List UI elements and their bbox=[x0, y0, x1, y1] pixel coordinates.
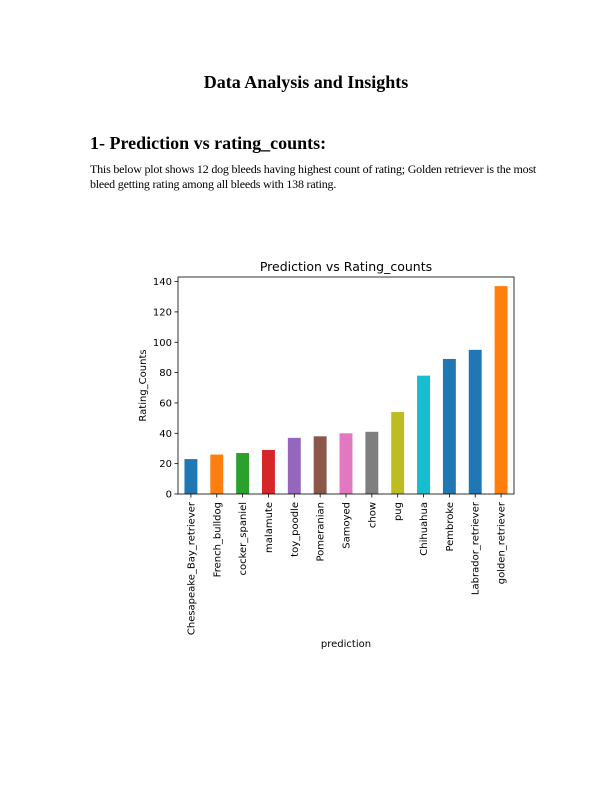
y-tick-label: 120 bbox=[153, 307, 172, 318]
x-tick-label: malamute bbox=[264, 502, 275, 553]
bar-samoyed bbox=[339, 433, 353, 494]
bar-pug bbox=[391, 412, 405, 494]
y-tick-label: 100 bbox=[153, 338, 172, 349]
bar-cocker-spaniel bbox=[236, 453, 250, 494]
bar-malamute bbox=[262, 449, 275, 494]
bar-toy-poodle bbox=[287, 437, 301, 494]
x-tick-label: toy_poodle bbox=[290, 502, 301, 557]
document-title: Data Analysis and Insights bbox=[203, 72, 409, 92]
x-tick-label: Labrador_retriever bbox=[471, 501, 482, 595]
x-tick-label: Pembroke bbox=[445, 502, 456, 552]
y-tick-label: 80 bbox=[159, 368, 172, 379]
y-tick-label: 20 bbox=[159, 459, 172, 470]
bar-chesapeake-bay-retriever bbox=[184, 459, 198, 494]
y-tick-label: 60 bbox=[159, 398, 172, 409]
x-tick-label: Chesapeake_Bay_retriever bbox=[186, 501, 197, 635]
bar-labrador-retriever bbox=[468, 349, 482, 494]
bars-layer bbox=[184, 286, 508, 494]
x-tick-label: French_bulldog bbox=[212, 502, 223, 577]
y-tick-label: 140 bbox=[153, 277, 172, 288]
x-tick-label: cocker_spaniel bbox=[238, 502, 249, 576]
x-tick-label: Samoyed bbox=[342, 502, 353, 549]
chart-title: Prediction vs Rating_counts bbox=[260, 259, 432, 274]
bar-chow bbox=[365, 431, 379, 494]
bar-pembroke bbox=[442, 358, 456, 494]
body-paragraph: This below plot shows 12 dog bleeds havi… bbox=[90, 162, 537, 191]
y-tick-label: 40 bbox=[159, 429, 172, 440]
bar-pomeranian bbox=[313, 436, 327, 494]
x-tick-label: Chihuahua bbox=[419, 502, 430, 556]
bar-chihuahua bbox=[417, 375, 430, 494]
bar-french-bulldog bbox=[210, 454, 224, 494]
x-tick-label: chow bbox=[367, 502, 378, 528]
bar-golden-retriever bbox=[494, 286, 508, 494]
x-tick-label: Pomeranian bbox=[316, 502, 327, 562]
plot-frame bbox=[177, 276, 515, 495]
y-axis: 0 20 40 60 80 100 120 140 bbox=[153, 277, 178, 501]
x-axis-label: prediction bbox=[321, 639, 371, 650]
x-tick-label: golden_retriever bbox=[497, 501, 508, 584]
x-tick-label: pug bbox=[393, 502, 404, 521]
y-axis-label: Rating_Counts bbox=[138, 349, 149, 421]
y-tick-label: 0 bbox=[166, 490, 172, 501]
section-heading: 1- Prediction vs rating_counts: bbox=[90, 133, 327, 153]
x-axis: Chesapeake_Bay_retriever French_bulldog co… bbox=[186, 494, 508, 635]
